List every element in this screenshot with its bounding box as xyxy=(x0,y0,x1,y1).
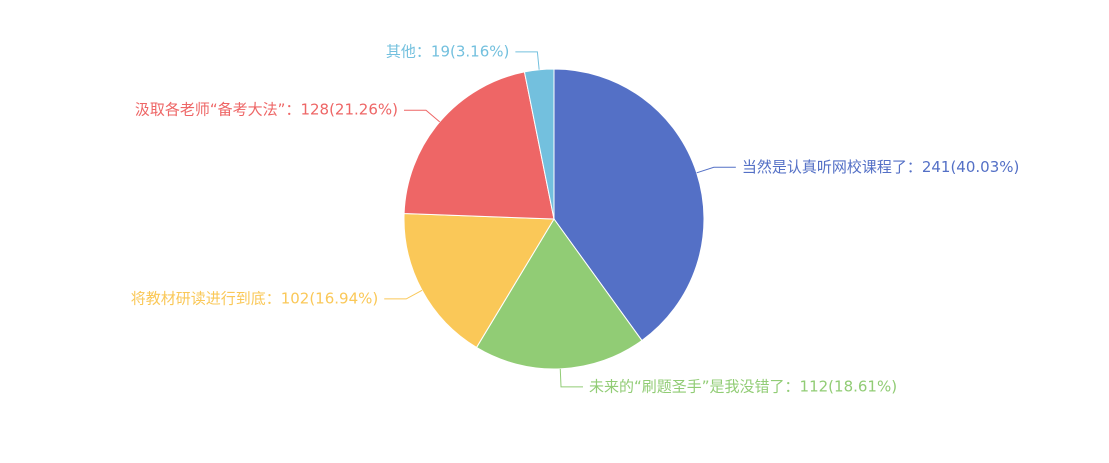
leader-line-4 xyxy=(515,51,540,70)
pie-slice-4[interactable] xyxy=(523,68,555,220)
slice-label-3: 汲取各老师“备考大法”：128(21.26%) xyxy=(135,101,398,119)
leader-line-0 xyxy=(696,166,736,174)
leader-line-2 xyxy=(384,289,423,300)
slice-label-0: 当然是认真听网校课程了：241(40.03%) xyxy=(742,158,1020,176)
pie-slices xyxy=(403,68,705,370)
pie-slice-3[interactable] xyxy=(403,71,555,220)
pie-leader-lines xyxy=(384,51,736,388)
pie-slice-0[interactable] xyxy=(553,68,705,342)
slice-label-1: 未来的“刷题圣手”是我没错了：112(18.61%) xyxy=(589,377,897,395)
pie-slice-1[interactable] xyxy=(475,218,643,370)
pie-labels: 当然是认真听网校课程了：241(40.03%) 未来的“刷题圣手”是我没错了：11… xyxy=(131,42,1020,395)
leader-line-1 xyxy=(559,368,584,388)
slice-label-4: 其他：19(3.16%) xyxy=(386,42,509,60)
leader-line-3 xyxy=(403,109,441,123)
slice-label-2: 将教材研读进行到底：102(16.94%) xyxy=(131,289,379,307)
